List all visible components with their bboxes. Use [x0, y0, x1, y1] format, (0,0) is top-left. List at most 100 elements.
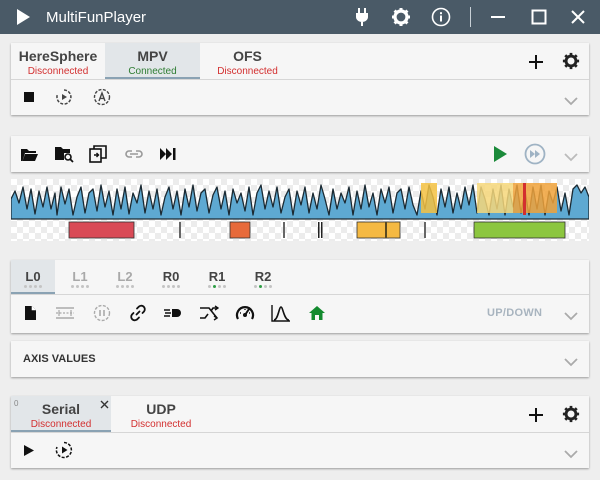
transform-icon[interactable] [197, 303, 221, 323]
tab-label: HereSphere [18, 48, 98, 64]
tab-axis-l0[interactable]: L0 [11, 260, 55, 294]
heatmap-peak [523, 183, 526, 215]
tab-udp[interactable]: UDP Disconnected [111, 396, 211, 432]
close-icon[interactable] [567, 6, 589, 28]
fast-forward-icon[interactable] [522, 142, 548, 166]
heatmap-tick [385, 222, 387, 238]
open-folder-icon[interactable] [19, 144, 39, 164]
connection-status: Disconnected [27, 66, 89, 77]
tab-axis-r0[interactable]: R0 [149, 260, 193, 294]
divider [11, 79, 589, 80]
home-icon[interactable] [305, 302, 329, 324]
heatmap-tick [283, 222, 285, 238]
tab-label: OFS [233, 48, 262, 64]
connection-status: Disconnected [217, 66, 278, 77]
output-panel: 0 Serial Disconnected UDP Disconnected [11, 396, 589, 468]
speed-icon[interactable] [161, 303, 185, 323]
play-icon[interactable] [20, 441, 38, 459]
search-folder-icon[interactable] [53, 144, 75, 164]
gear-icon[interactable] [390, 6, 412, 28]
auto-start-icon[interactable] [53, 440, 75, 460]
axis-status-dots [254, 285, 272, 289]
add-icon[interactable] [526, 405, 546, 425]
axis-status-dots [116, 285, 134, 289]
chevron-down-icon[interactable] [563, 308, 579, 321]
tab-axis-l1[interactable]: L1 [58, 260, 102, 294]
tab-mpv[interactable]: MPV Connected [105, 43, 200, 79]
gear-icon[interactable] [561, 404, 581, 424]
title-separator [470, 7, 471, 27]
chevron-down-icon[interactable] [563, 93, 579, 106]
axis-status-dots [24, 285, 42, 289]
axis-label: R2 [254, 269, 272, 284]
heatmap-tick [318, 222, 320, 238]
play-icon[interactable] [489, 143, 511, 165]
info-icon[interactable] [430, 6, 452, 28]
copy-icon[interactable] [87, 143, 109, 165]
axis-status-dots [162, 285, 180, 289]
chevron-down-icon[interactable] [563, 149, 579, 162]
app-play-icon [14, 8, 32, 31]
tab-label: Serial [41, 401, 81, 417]
script-heatmap[interactable] [11, 179, 589, 241]
stop-icon[interactable] [19, 88, 39, 106]
axis-status-dots [208, 285, 226, 289]
heatmap-segment [421, 183, 437, 213]
window-title: MultiFunPlayer [46, 9, 147, 26]
axis-label: L0 [25, 269, 41, 284]
auto-start-icon[interactable] [91, 87, 113, 107]
divider [11, 294, 589, 295]
link-icon[interactable] [123, 145, 145, 163]
tab-ofs[interactable]: OFS Disconnected [200, 43, 295, 79]
gauge-icon[interactable] [233, 302, 257, 324]
close-tab-icon[interactable] [99, 399, 109, 409]
link-icon[interactable] [127, 303, 149, 323]
divider [11, 432, 589, 433]
heatmap-bar [68, 221, 135, 239]
heatmap-segment [477, 183, 513, 213]
heatmap-bar [356, 221, 401, 239]
minimize-icon[interactable] [487, 6, 509, 28]
tab-serial[interactable]: 0 Serial Disconnected [11, 396, 111, 432]
pause-timer-icon[interactable] [91, 303, 113, 323]
script-panel [11, 136, 589, 172]
curve-icon[interactable] [269, 302, 293, 324]
maximize-icon[interactable] [528, 6, 550, 28]
axis-status-dots [71, 285, 89, 289]
connection-status: Connected [128, 66, 177, 77]
wave-settings-icon[interactable] [53, 303, 77, 323]
tab-heresphere[interactable]: HereSphere Disconnected [11, 43, 105, 79]
heatmap-segment [513, 183, 557, 213]
heatmap-tick [424, 222, 426, 238]
chevron-down-icon[interactable] [563, 354, 579, 367]
axis-label: L1 [72, 269, 88, 284]
tab-label: MPV [137, 48, 168, 64]
tab-axis-l2[interactable]: L2 [103, 260, 147, 294]
axis-values-panel[interactable]: AXIS VALUES [11, 341, 589, 377]
connection-status: Disconnected [30, 419, 92, 430]
plug-icon[interactable] [351, 6, 373, 28]
connection-status: Disconnected [130, 419, 192, 430]
output-index: 0 [14, 399, 19, 408]
gear-icon[interactable] [561, 51, 581, 71]
add-icon[interactable] [526, 52, 546, 72]
chevron-down-icon[interactable] [563, 446, 579, 459]
heatmap-bar-row [68, 221, 566, 239]
skip-icon[interactable] [157, 144, 179, 164]
axis-label: R0 [162, 269, 180, 284]
motion-label: UP/DOWN [487, 307, 543, 319]
heatmap-bar [473, 221, 566, 239]
file-icon[interactable] [21, 303, 39, 323]
auto-connect-icon[interactable] [53, 87, 75, 107]
tab-axis-r2[interactable]: R2 [241, 260, 285, 294]
tab-axis-r1[interactable]: R1 [195, 260, 239, 294]
heatmap-tick [321, 222, 323, 238]
axis-label: R1 [208, 269, 226, 284]
heatmap-tick [179, 222, 181, 238]
title-bar: MultiFunPlayer [0, 0, 600, 34]
axis-panel: L0 L1 L2 R0 R1 R2 [11, 260, 589, 333]
heatmap-bar [229, 221, 251, 239]
axis-label: L2 [117, 269, 133, 284]
tab-label: UDP [146, 401, 176, 417]
media-source-panel: HereSphere Disconnected MPV Connected OF… [11, 43, 589, 115]
